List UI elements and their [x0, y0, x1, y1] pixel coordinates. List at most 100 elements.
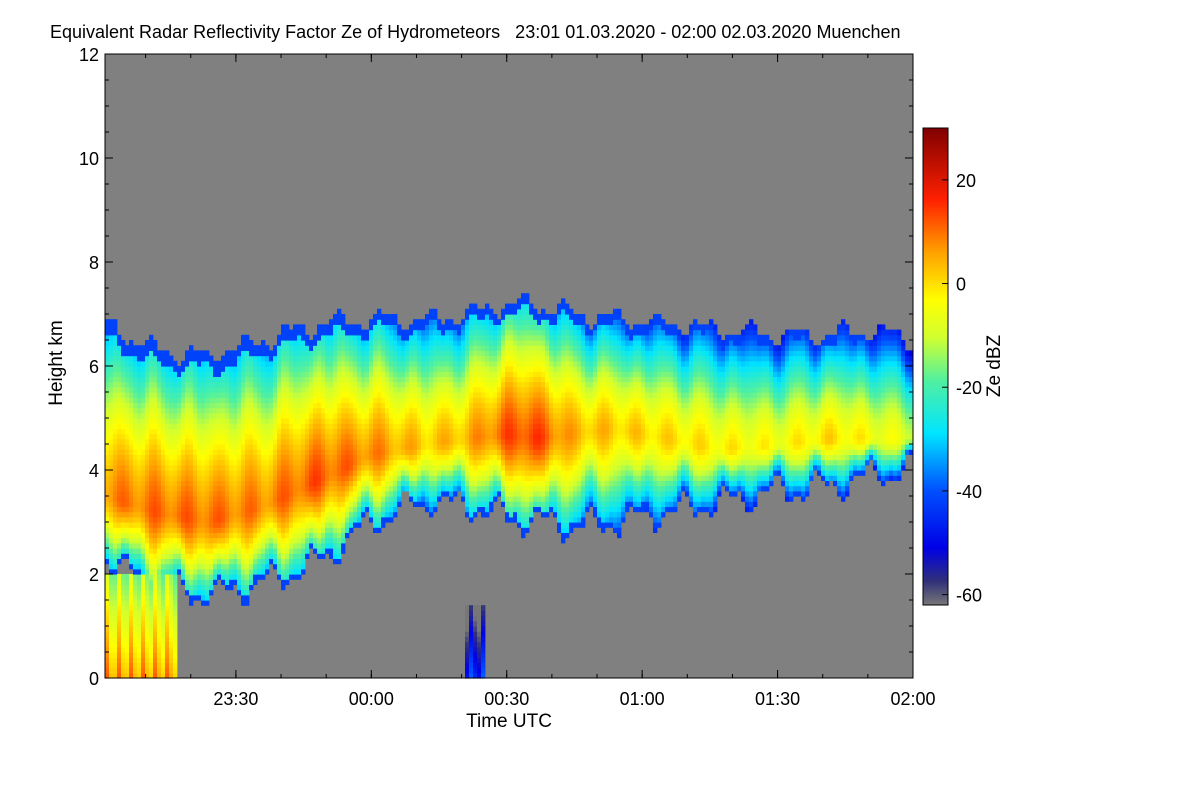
heatmap-cell: [377, 319, 382, 325]
heatmap-cell: [129, 532, 134, 539]
heatmap-cell: [265, 428, 270, 435]
heatmap-cell: [177, 501, 182, 507]
heatmap-cell: [177, 381, 182, 388]
heatmap-cell: [365, 485, 370, 492]
heatmap-cell: [237, 553, 242, 559]
heatmap-cell: [113, 386, 118, 393]
heatmap-cell: [433, 438, 438, 445]
heatmap-cell: [193, 470, 198, 476]
heatmap-cell: [149, 605, 154, 611]
heatmap-cell: [361, 511, 366, 518]
heatmap-cell: [485, 454, 490, 461]
heatmap-cell: [473, 459, 478, 466]
heatmap-cell: [385, 449, 390, 455]
heatmap-cell: [141, 542, 146, 549]
heatmap-cell: [245, 360, 250, 367]
heatmap-cell: [185, 584, 190, 591]
heatmap-cell: [321, 412, 326, 419]
heatmap-cell: [149, 418, 154, 424]
heatmap-cell: [333, 506, 338, 513]
heatmap-cell: [285, 542, 290, 549]
heatmap-cell: [273, 449, 278, 455]
heatmap-cell: [521, 340, 526, 346]
heatmap-cell: [269, 412, 274, 419]
heatmap-cell: [417, 350, 422, 357]
heatmap-cell: [533, 490, 538, 497]
heatmap-cell: [245, 532, 250, 539]
heatmap-cell: [125, 600, 130, 606]
heatmap-cell: [429, 412, 434, 419]
heatmap-cell: [225, 485, 230, 492]
heatmap-cell: [309, 449, 314, 455]
heatmap-cell: [109, 371, 114, 377]
heatmap-cell: [217, 480, 222, 487]
heatmap-cell: [105, 470, 110, 476]
heatmap-cell: [169, 376, 174, 383]
heatmap-cell: [109, 319, 114, 325]
heatmap-cell: [505, 360, 510, 367]
heatmap-cell: [357, 516, 362, 523]
heatmap-cell: [481, 636, 486, 643]
heatmap-cell: [121, 553, 126, 559]
heatmap-cell: [445, 350, 450, 357]
heatmap-cell: [261, 568, 266, 575]
heatmap-cell: [533, 470, 538, 476]
heatmap-cell: [509, 444, 514, 450]
heatmap-cell: [513, 407, 518, 414]
heatmap-cell: [441, 490, 446, 497]
heatmap-cell: [233, 402, 238, 409]
heatmap-cell: [157, 485, 162, 492]
heatmap-cell: [225, 584, 230, 591]
heatmap-cell: [233, 537, 238, 544]
heatmap-cell: [209, 454, 214, 461]
heatmap-cell: [497, 371, 502, 377]
heatmap-cell: [229, 579, 234, 585]
heatmap-cell: [173, 470, 178, 476]
heatmap-cell: [289, 360, 294, 367]
heatmap-cell: [213, 490, 218, 497]
heatmap-cell: [525, 366, 530, 372]
heatmap-cell: [221, 548, 226, 554]
heatmap-cell: [153, 646, 158, 653]
heatmap-cell: [305, 459, 310, 466]
heatmap-cell: [533, 371, 538, 377]
heatmap-cell: [481, 672, 486, 679]
heatmap-cell: [241, 600, 246, 606]
heatmap-cell: [169, 511, 174, 518]
heatmap-cell: [209, 438, 214, 445]
heatmap-cell: [461, 433, 466, 440]
heatmap-cell: [377, 516, 382, 523]
heatmap-cell: [105, 574, 110, 580]
heatmap-cell: [473, 490, 478, 497]
heatmap-cell: [209, 522, 214, 528]
heatmap-cell: [405, 470, 410, 476]
heatmap-cell: [425, 366, 430, 372]
heatmap-cell: [505, 407, 510, 414]
heatmap-cell: [501, 444, 506, 450]
heatmap-cell: [105, 537, 110, 544]
heatmap-cell: [165, 371, 170, 377]
heatmap-cell: [449, 319, 454, 325]
heatmap-cell: [269, 459, 274, 466]
heatmap-cell: [317, 548, 322, 554]
heatmap-cell: [313, 366, 318, 372]
heatmap-cell: [409, 381, 414, 388]
heatmap-cell: [229, 418, 234, 424]
heatmap-cell: [381, 407, 386, 414]
heatmap-cell: [273, 459, 278, 466]
heatmap-cell: [145, 652, 150, 658]
heatmap-cell: [289, 428, 294, 435]
heatmap-cell: [393, 314, 398, 320]
heatmap-cell: [117, 386, 122, 393]
heatmap-cell: [153, 423, 158, 429]
heatmap-cell: [413, 470, 418, 476]
heatmap-cell: [389, 459, 394, 466]
heatmap-cell: [137, 381, 142, 388]
heatmap-cell: [153, 662, 158, 669]
heatmap-cell: [209, 579, 214, 585]
heatmap-cell: [205, 444, 210, 450]
heatmap-cell: [133, 392, 138, 398]
heatmap-cell: [477, 641, 482, 648]
heatmap-cell: [117, 418, 122, 424]
heatmap-cell: [301, 345, 306, 351]
